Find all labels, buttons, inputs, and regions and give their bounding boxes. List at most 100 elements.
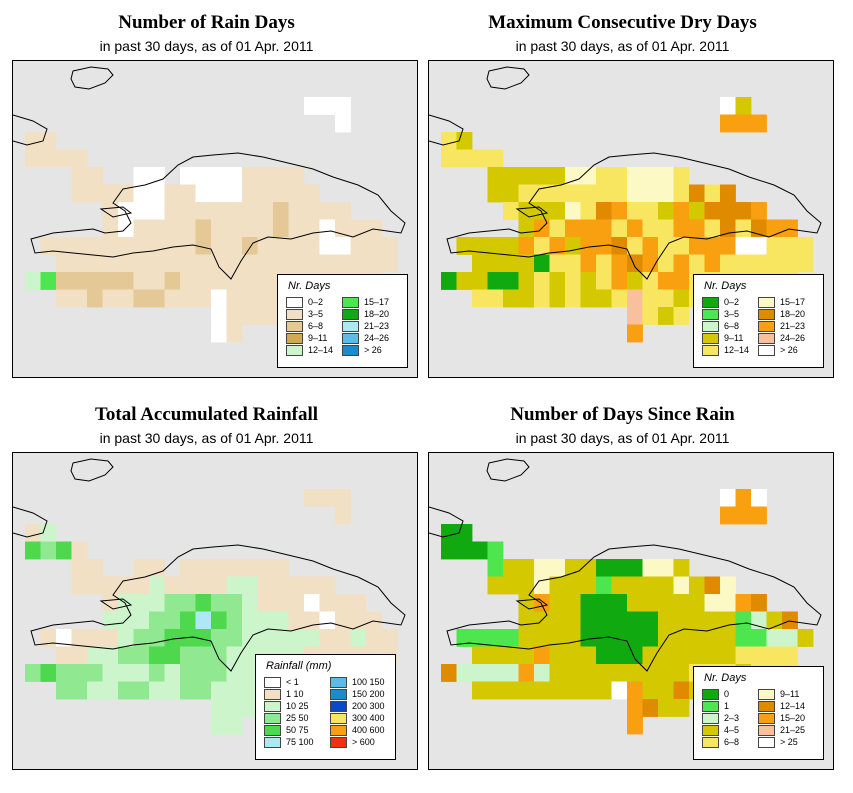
grid-cell xyxy=(735,97,752,115)
grid-cell xyxy=(149,576,165,595)
legend-swatch xyxy=(342,345,359,356)
grid-cell xyxy=(689,594,705,612)
grid-cell xyxy=(180,646,196,665)
grid-cell xyxy=(288,184,305,203)
grid-cell xyxy=(273,576,289,595)
grid-cell xyxy=(164,629,181,647)
grid-cell xyxy=(242,184,258,203)
grid-cell xyxy=(164,254,181,273)
grid-cell xyxy=(627,237,643,255)
grid-cell xyxy=(87,681,103,700)
grid-cell xyxy=(226,219,243,238)
grid-cell xyxy=(366,219,382,238)
grid-cell xyxy=(735,489,752,507)
grid-cell xyxy=(319,97,336,115)
grid-cell xyxy=(56,541,72,560)
legend-label: 6–8 xyxy=(724,737,740,747)
grid-cell xyxy=(503,559,519,577)
grid-cell xyxy=(195,559,212,577)
grid-cell xyxy=(472,629,488,647)
grid-cell xyxy=(456,149,473,168)
grid-cell xyxy=(304,489,320,507)
grid-cell xyxy=(102,594,119,612)
grid-cell xyxy=(580,272,597,290)
grid-cell xyxy=(487,149,504,168)
grid-cell xyxy=(288,167,305,185)
grid-cell xyxy=(580,219,597,238)
grid-cell xyxy=(102,237,119,255)
grid-cell xyxy=(549,629,566,647)
grid-cell xyxy=(118,202,134,220)
grid-cell xyxy=(658,559,674,577)
grid-cell xyxy=(180,219,196,238)
grid-cell xyxy=(366,237,382,255)
map-svg xyxy=(13,66,406,343)
grid-cell xyxy=(720,184,736,203)
legend-swatch xyxy=(758,737,775,748)
grid-cell xyxy=(627,254,643,273)
grid-cell xyxy=(273,559,289,577)
grid-cell xyxy=(611,219,628,238)
grid-cell xyxy=(149,559,165,577)
grid-cell xyxy=(611,664,628,682)
grid-cell xyxy=(319,629,336,647)
grid-cell xyxy=(611,237,628,255)
grid-cell xyxy=(71,646,88,665)
grid-cell xyxy=(627,629,643,647)
grid-cell xyxy=(782,629,798,647)
grid-cell xyxy=(319,202,336,220)
grid-cell xyxy=(689,184,705,203)
grid-cell xyxy=(149,664,165,682)
grid-cell xyxy=(596,646,612,665)
grid-cell xyxy=(71,629,88,647)
grid-cell xyxy=(257,184,274,203)
legend-label: 300 400 xyxy=(352,713,385,723)
grid-cell xyxy=(180,289,196,308)
legend-swatch xyxy=(286,297,303,308)
grid-cell xyxy=(335,237,351,255)
grid-cell xyxy=(211,289,227,308)
grid-cell xyxy=(180,184,196,203)
grid-cell xyxy=(304,97,320,115)
grid-cell xyxy=(534,254,550,273)
grid-cell xyxy=(627,611,643,630)
grid-cell xyxy=(211,254,227,273)
grid-cell xyxy=(319,254,336,273)
grid-cell xyxy=(56,646,72,665)
grid-cell xyxy=(580,576,597,595)
grid-cell xyxy=(149,594,165,612)
grid-cell xyxy=(335,254,351,273)
legend-label: 400 600 xyxy=(352,725,385,735)
legend-label: 0 xyxy=(724,689,730,699)
grid-cell xyxy=(242,629,258,647)
grid-cell xyxy=(164,184,181,203)
grid-cell xyxy=(87,184,103,203)
grid-cell xyxy=(565,272,581,290)
grid-cell xyxy=(580,202,597,220)
legend-label: 15–17 xyxy=(780,297,806,307)
legend-swatch xyxy=(758,309,775,320)
grid-cell xyxy=(226,716,243,735)
grid-cell xyxy=(102,629,119,647)
grid-cell xyxy=(611,202,628,220)
grid-cell xyxy=(689,576,705,595)
grid-cell xyxy=(627,594,643,612)
grid-cell xyxy=(487,541,504,560)
legend-swatch xyxy=(702,725,719,736)
legend-label: 18–20 xyxy=(364,309,390,319)
grid-cell xyxy=(25,541,41,560)
grid-cell xyxy=(720,506,736,525)
grid-cell xyxy=(226,699,243,717)
grid-cell xyxy=(658,167,674,185)
grid-cell xyxy=(242,237,258,255)
grid-cell xyxy=(580,681,597,700)
island-outline xyxy=(99,598,133,610)
grid-cell xyxy=(627,219,643,238)
grid-cell xyxy=(534,629,550,647)
grid-cell xyxy=(627,272,643,290)
grid-cell xyxy=(56,272,72,290)
legend-label: 150 200 xyxy=(352,689,385,699)
grid-cell xyxy=(149,184,165,203)
grid-cell xyxy=(211,646,227,665)
legend-label: 9–11 xyxy=(780,689,800,699)
